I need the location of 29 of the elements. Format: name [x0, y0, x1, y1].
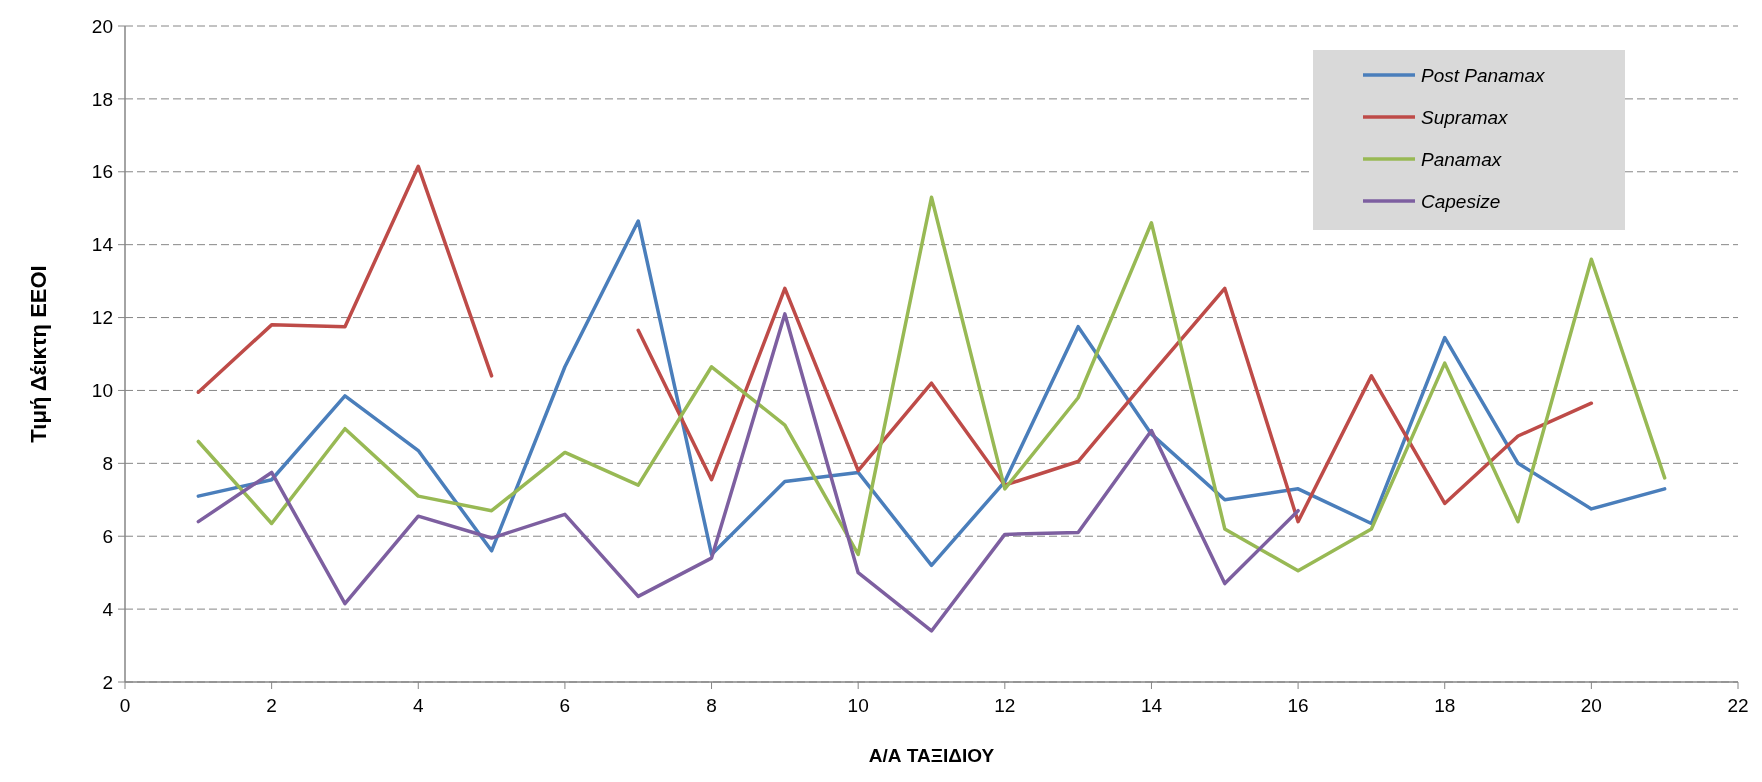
x-tick-label: 2: [266, 695, 277, 716]
y-tick-label: 14: [91, 234, 114, 256]
legend-label: Supramax: [1421, 106, 1510, 128]
y-tick-label: 16: [91, 161, 113, 183]
y-tick-label: 2: [102, 671, 113, 693]
x-tick-label: 12: [994, 695, 1016, 716]
legend-label: Post Panamax: [1421, 64, 1547, 86]
y-tick-label: 18: [91, 88, 113, 110]
x-tick-label: 22: [1727, 695, 1749, 716]
y-tick-label: 10: [91, 380, 113, 402]
x-tick-label: 6: [559, 695, 571, 716]
x-tick-label: 0: [119, 695, 131, 716]
y-tick-label: 6: [102, 525, 113, 547]
x-tick-label: 4: [412, 695, 424, 716]
x-tick-label: 18: [1434, 695, 1456, 716]
x-axis-title: Α/Α ΤΑΞΙΔΙΟΥ: [868, 745, 995, 766]
y-tick-label: 12: [91, 307, 113, 329]
x-tick-label: 14: [1140, 695, 1163, 716]
line-series: [196, 312, 1300, 633]
x-tick-label: 10: [847, 695, 869, 716]
legend-label: Capesize: [1421, 190, 1501, 212]
legend-label: Panamax: [1421, 148, 1503, 170]
y-axis-title: Τιμή Δέικτη EEOI: [26, 265, 51, 443]
x-tick-label: 16: [1287, 695, 1309, 716]
x-tick-label: 8: [706, 695, 717, 716]
y-tick-label: 8: [102, 452, 113, 474]
y-tick-label: 20: [91, 15, 113, 37]
x-tick-label: 20: [1580, 695, 1602, 716]
y-tick-label: 4: [102, 598, 114, 620]
